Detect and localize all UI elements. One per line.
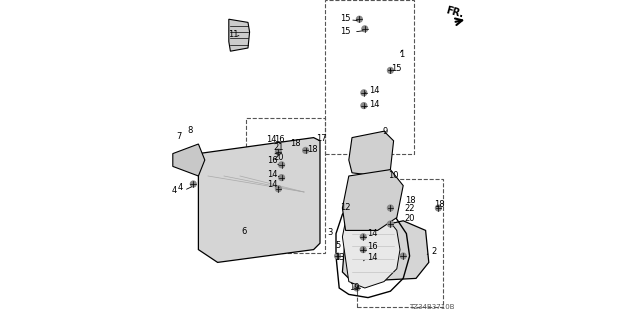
Text: 14: 14 <box>367 229 378 238</box>
Text: 20: 20 <box>274 153 284 162</box>
Text: 15: 15 <box>391 64 401 73</box>
Polygon shape <box>198 138 320 262</box>
Text: 13: 13 <box>334 253 344 262</box>
Text: 16: 16 <box>267 156 278 165</box>
Text: 19: 19 <box>349 283 360 292</box>
Circle shape <box>356 16 362 22</box>
Text: 5: 5 <box>335 241 340 250</box>
Text: 14: 14 <box>267 180 277 189</box>
Circle shape <box>388 68 393 73</box>
Text: 18: 18 <box>307 145 318 154</box>
Text: 16: 16 <box>274 135 284 144</box>
Polygon shape <box>342 208 400 288</box>
Text: 11: 11 <box>228 30 238 39</box>
Circle shape <box>275 186 282 192</box>
Circle shape <box>279 162 285 168</box>
Text: 20: 20 <box>405 214 415 223</box>
Circle shape <box>362 26 368 32</box>
Text: 14: 14 <box>367 253 378 262</box>
Text: 14: 14 <box>369 100 379 108</box>
Polygon shape <box>173 144 205 176</box>
Circle shape <box>401 253 406 259</box>
Polygon shape <box>342 170 403 230</box>
Text: 14: 14 <box>266 135 276 144</box>
Text: 8: 8 <box>187 126 193 135</box>
Text: 10: 10 <box>388 171 399 180</box>
Text: TZ34B3710B: TZ34B3710B <box>409 304 454 310</box>
Text: 14: 14 <box>267 170 277 179</box>
Text: 4: 4 <box>172 186 177 195</box>
Polygon shape <box>349 131 394 176</box>
Circle shape <box>361 90 367 96</box>
Text: 4: 4 <box>178 183 183 192</box>
Text: 7: 7 <box>177 132 182 141</box>
Circle shape <box>354 285 360 291</box>
Text: 12: 12 <box>340 203 351 212</box>
Circle shape <box>361 103 367 108</box>
Text: 15: 15 <box>340 27 351 36</box>
Text: 22: 22 <box>405 204 415 213</box>
Circle shape <box>360 247 366 252</box>
Text: 6: 6 <box>242 227 247 236</box>
Text: 9: 9 <box>383 127 388 136</box>
Circle shape <box>191 181 196 187</box>
Text: 17: 17 <box>316 134 327 143</box>
Circle shape <box>435 205 442 211</box>
Text: 14: 14 <box>369 86 379 95</box>
Text: 1: 1 <box>399 50 404 59</box>
Text: 18: 18 <box>434 200 444 209</box>
Circle shape <box>388 221 393 227</box>
Circle shape <box>275 149 282 155</box>
Text: FR.: FR. <box>445 5 465 20</box>
Text: 21: 21 <box>274 143 284 152</box>
Text: 16: 16 <box>367 242 378 251</box>
Text: 18: 18 <box>290 139 300 148</box>
Text: 2: 2 <box>431 247 436 256</box>
Circle shape <box>279 175 285 180</box>
Polygon shape <box>342 221 429 282</box>
Text: 3: 3 <box>327 228 332 236</box>
Circle shape <box>335 253 340 259</box>
Circle shape <box>388 205 393 211</box>
Text: 18: 18 <box>405 196 415 205</box>
Text: 15: 15 <box>340 14 351 23</box>
Polygon shape <box>229 19 250 51</box>
Circle shape <box>303 148 308 153</box>
Circle shape <box>360 234 366 240</box>
